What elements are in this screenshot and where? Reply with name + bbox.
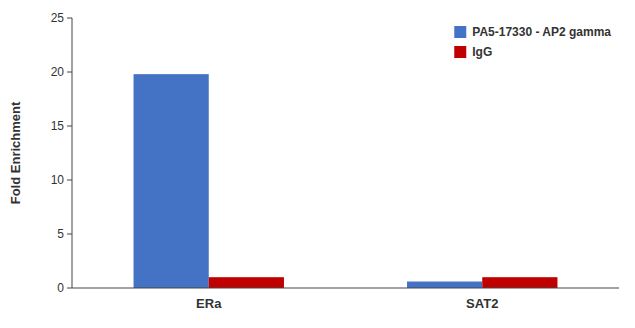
x-axis-line <box>72 288 619 289</box>
legend-swatch <box>454 46 466 58</box>
x-axis: ERa SAT2 <box>196 296 498 311</box>
y-axis-label: Fold Enrichment <box>8 101 23 204</box>
y-tick-label: 15 <box>51 119 65 133</box>
legend-item: PA5-17330 - AP2 gamma <box>454 25 611 39</box>
legend-label: PA5-17330 - AP2 gamma <box>472 25 611 39</box>
legend-label: IgG <box>472 45 492 59</box>
y-tick <box>67 234 72 235</box>
y-tick-label: 0 <box>57 281 64 295</box>
legend-swatch <box>454 26 466 38</box>
bar <box>209 277 284 288</box>
x-tick-label: SAT2 <box>466 296 498 311</box>
bar <box>134 74 209 288</box>
y-tick-label: 20 <box>51 65 65 79</box>
y-tick <box>67 18 72 19</box>
y-tick <box>67 288 72 289</box>
y-tick-label: 5 <box>57 227 64 241</box>
x-tick-label: ERa <box>196 296 222 311</box>
chart-container: 0 5 10 15 20 25 Fold Enrichment ERa SAT2 PA5-1733… <box>0 0 635 328</box>
bars <box>134 74 558 288</box>
legend: PA5-17330 - AP2 gamma IgG <box>454 25 611 59</box>
bar <box>482 277 557 288</box>
y-axis-line <box>72 18 73 288</box>
chart-svg: 0 5 10 15 20 25 Fold Enrichment ERa SAT2 PA5-1733… <box>0 0 635 328</box>
y-tick <box>67 126 72 127</box>
y-tick <box>67 180 72 181</box>
y-tick <box>67 72 72 73</box>
bar <box>407 282 482 288</box>
y-axis: 0 5 10 15 20 25 <box>51 11 72 295</box>
legend-item: IgG <box>454 45 492 59</box>
y-tick-label: 25 <box>51 11 65 25</box>
y-tick-label: 10 <box>51 173 65 187</box>
